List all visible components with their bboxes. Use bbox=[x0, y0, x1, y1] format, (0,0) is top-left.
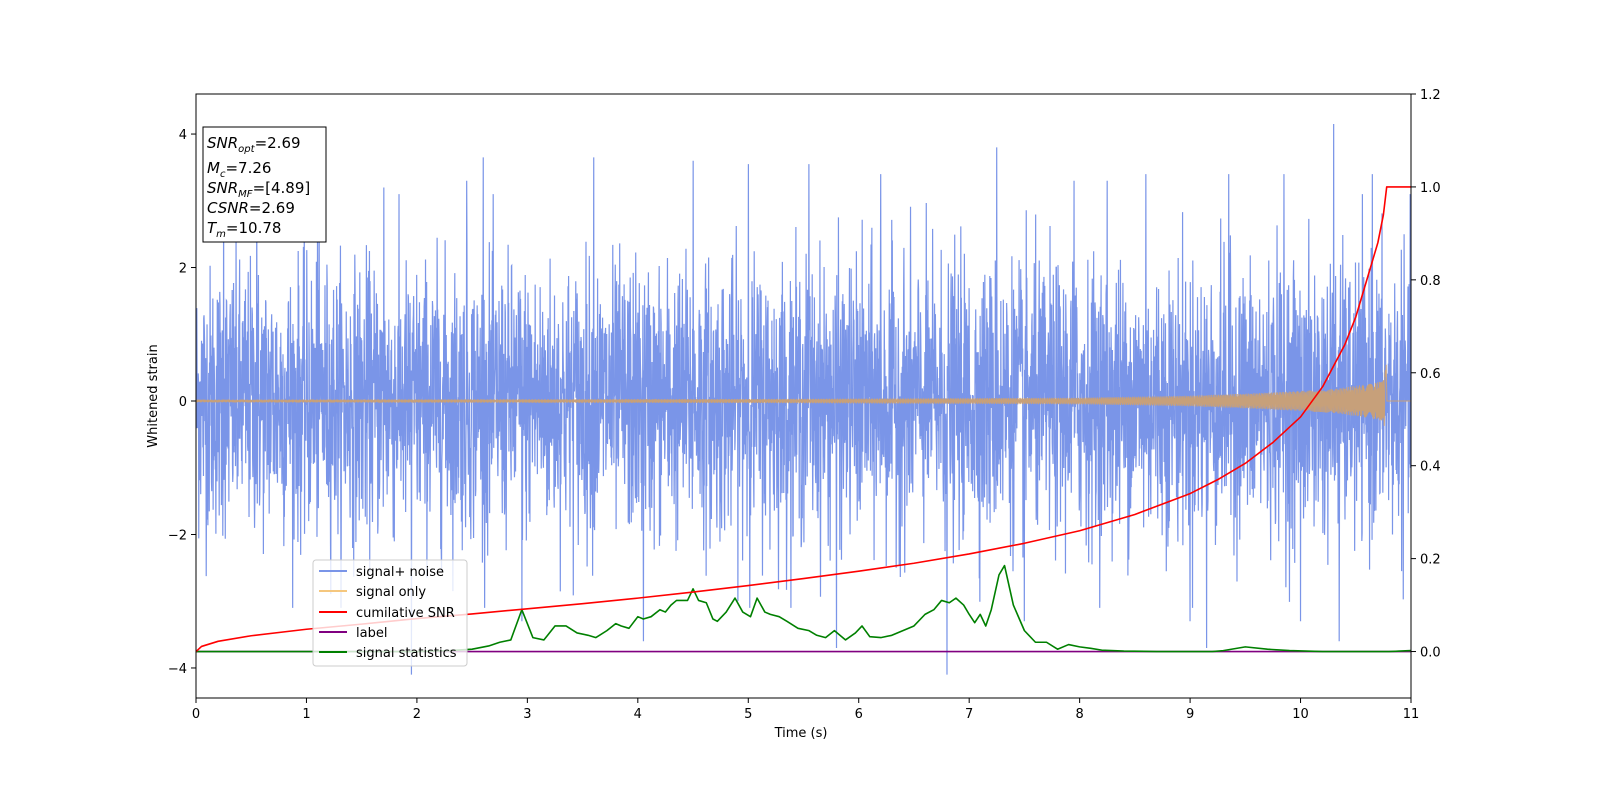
y2-tick-label: 0.6 bbox=[1420, 367, 1441, 382]
y-tick-label: −4 bbox=[168, 662, 187, 677]
tm-text: Tm=10.78 bbox=[207, 219, 281, 240]
legend-label-cumulative-snr: cumilative SNR bbox=[356, 606, 455, 621]
x-axis-ticks: 0 1 2 3 4 5 6 7 8 9 10 11 bbox=[192, 698, 1419, 722]
legend-label-signal-noise: signal+ noise bbox=[356, 565, 444, 580]
legend-label-label: label bbox=[356, 626, 387, 641]
y2-axis-ticks: 0.0 0.2 0.4 0.6 0.8 1.0 1.2 bbox=[1411, 88, 1441, 661]
x-tick-label: 8 bbox=[1075, 707, 1083, 722]
x-tick-label: 3 bbox=[523, 707, 531, 722]
x-tick-label: 0 bbox=[192, 707, 200, 722]
x-tick-label: 5 bbox=[744, 707, 752, 722]
y2-tick-label: 1.2 bbox=[1420, 88, 1441, 103]
snr-opt-text: SNRopt=2.69 bbox=[207, 134, 301, 155]
x-tick-label: 11 bbox=[1403, 707, 1420, 722]
y-tick-label: 0 bbox=[179, 395, 187, 410]
x-tick-label: 6 bbox=[855, 707, 863, 722]
legend-label-signal-only: signal only bbox=[356, 585, 426, 600]
y2-tick-label: 0.0 bbox=[1420, 646, 1441, 661]
x-tick-label: 1 bbox=[302, 707, 310, 722]
plot-frame bbox=[195, 93, 1412, 699]
x-tick-label: 7 bbox=[965, 707, 973, 722]
y-axis-label: Whitened strain bbox=[146, 344, 161, 447]
csnr-text: CSNR=2.69 bbox=[207, 199, 295, 217]
y2-tick-label: 1.0 bbox=[1420, 181, 1441, 196]
x-axis-label: Time (s) bbox=[774, 726, 828, 741]
y2-tick-label: 0.4 bbox=[1420, 460, 1441, 475]
signal-statistics-line bbox=[196, 564, 1411, 653]
x-tick-label: 2 bbox=[413, 707, 421, 722]
signal-only-series bbox=[196, 364, 1411, 426]
y-tick-label: 2 bbox=[179, 262, 187, 277]
y2-tick-label: 0.8 bbox=[1420, 274, 1441, 289]
signal-only-line bbox=[196, 364, 1411, 426]
y-axis-ticks: −4 −2 0 2 4 bbox=[168, 128, 196, 677]
signal-noise-line bbox=[196, 124, 1411, 675]
x-tick-label: 4 bbox=[634, 707, 642, 722]
annotation-box: SNRopt=2.69 Mc=7.26 SNRMF=[4.89] CSNR=2.… bbox=[202, 126, 327, 243]
snr-mf-text: SNRMF=[4.89] bbox=[207, 179, 310, 200]
legend-label-signal-statistics: signal statistics bbox=[356, 646, 457, 661]
x-tick-label: 10 bbox=[1292, 707, 1309, 722]
y2-tick-label: 0.2 bbox=[1420, 553, 1441, 568]
y-tick-label: −2 bbox=[168, 528, 187, 543]
mc-text: Mc=7.26 bbox=[207, 159, 271, 180]
signal-noise-series bbox=[196, 124, 1411, 675]
x-tick-label: 9 bbox=[1186, 707, 1194, 722]
y-tick-label: 4 bbox=[179, 128, 187, 143]
legend: signal+ noise signal only cumilative SNR… bbox=[312, 559, 468, 667]
